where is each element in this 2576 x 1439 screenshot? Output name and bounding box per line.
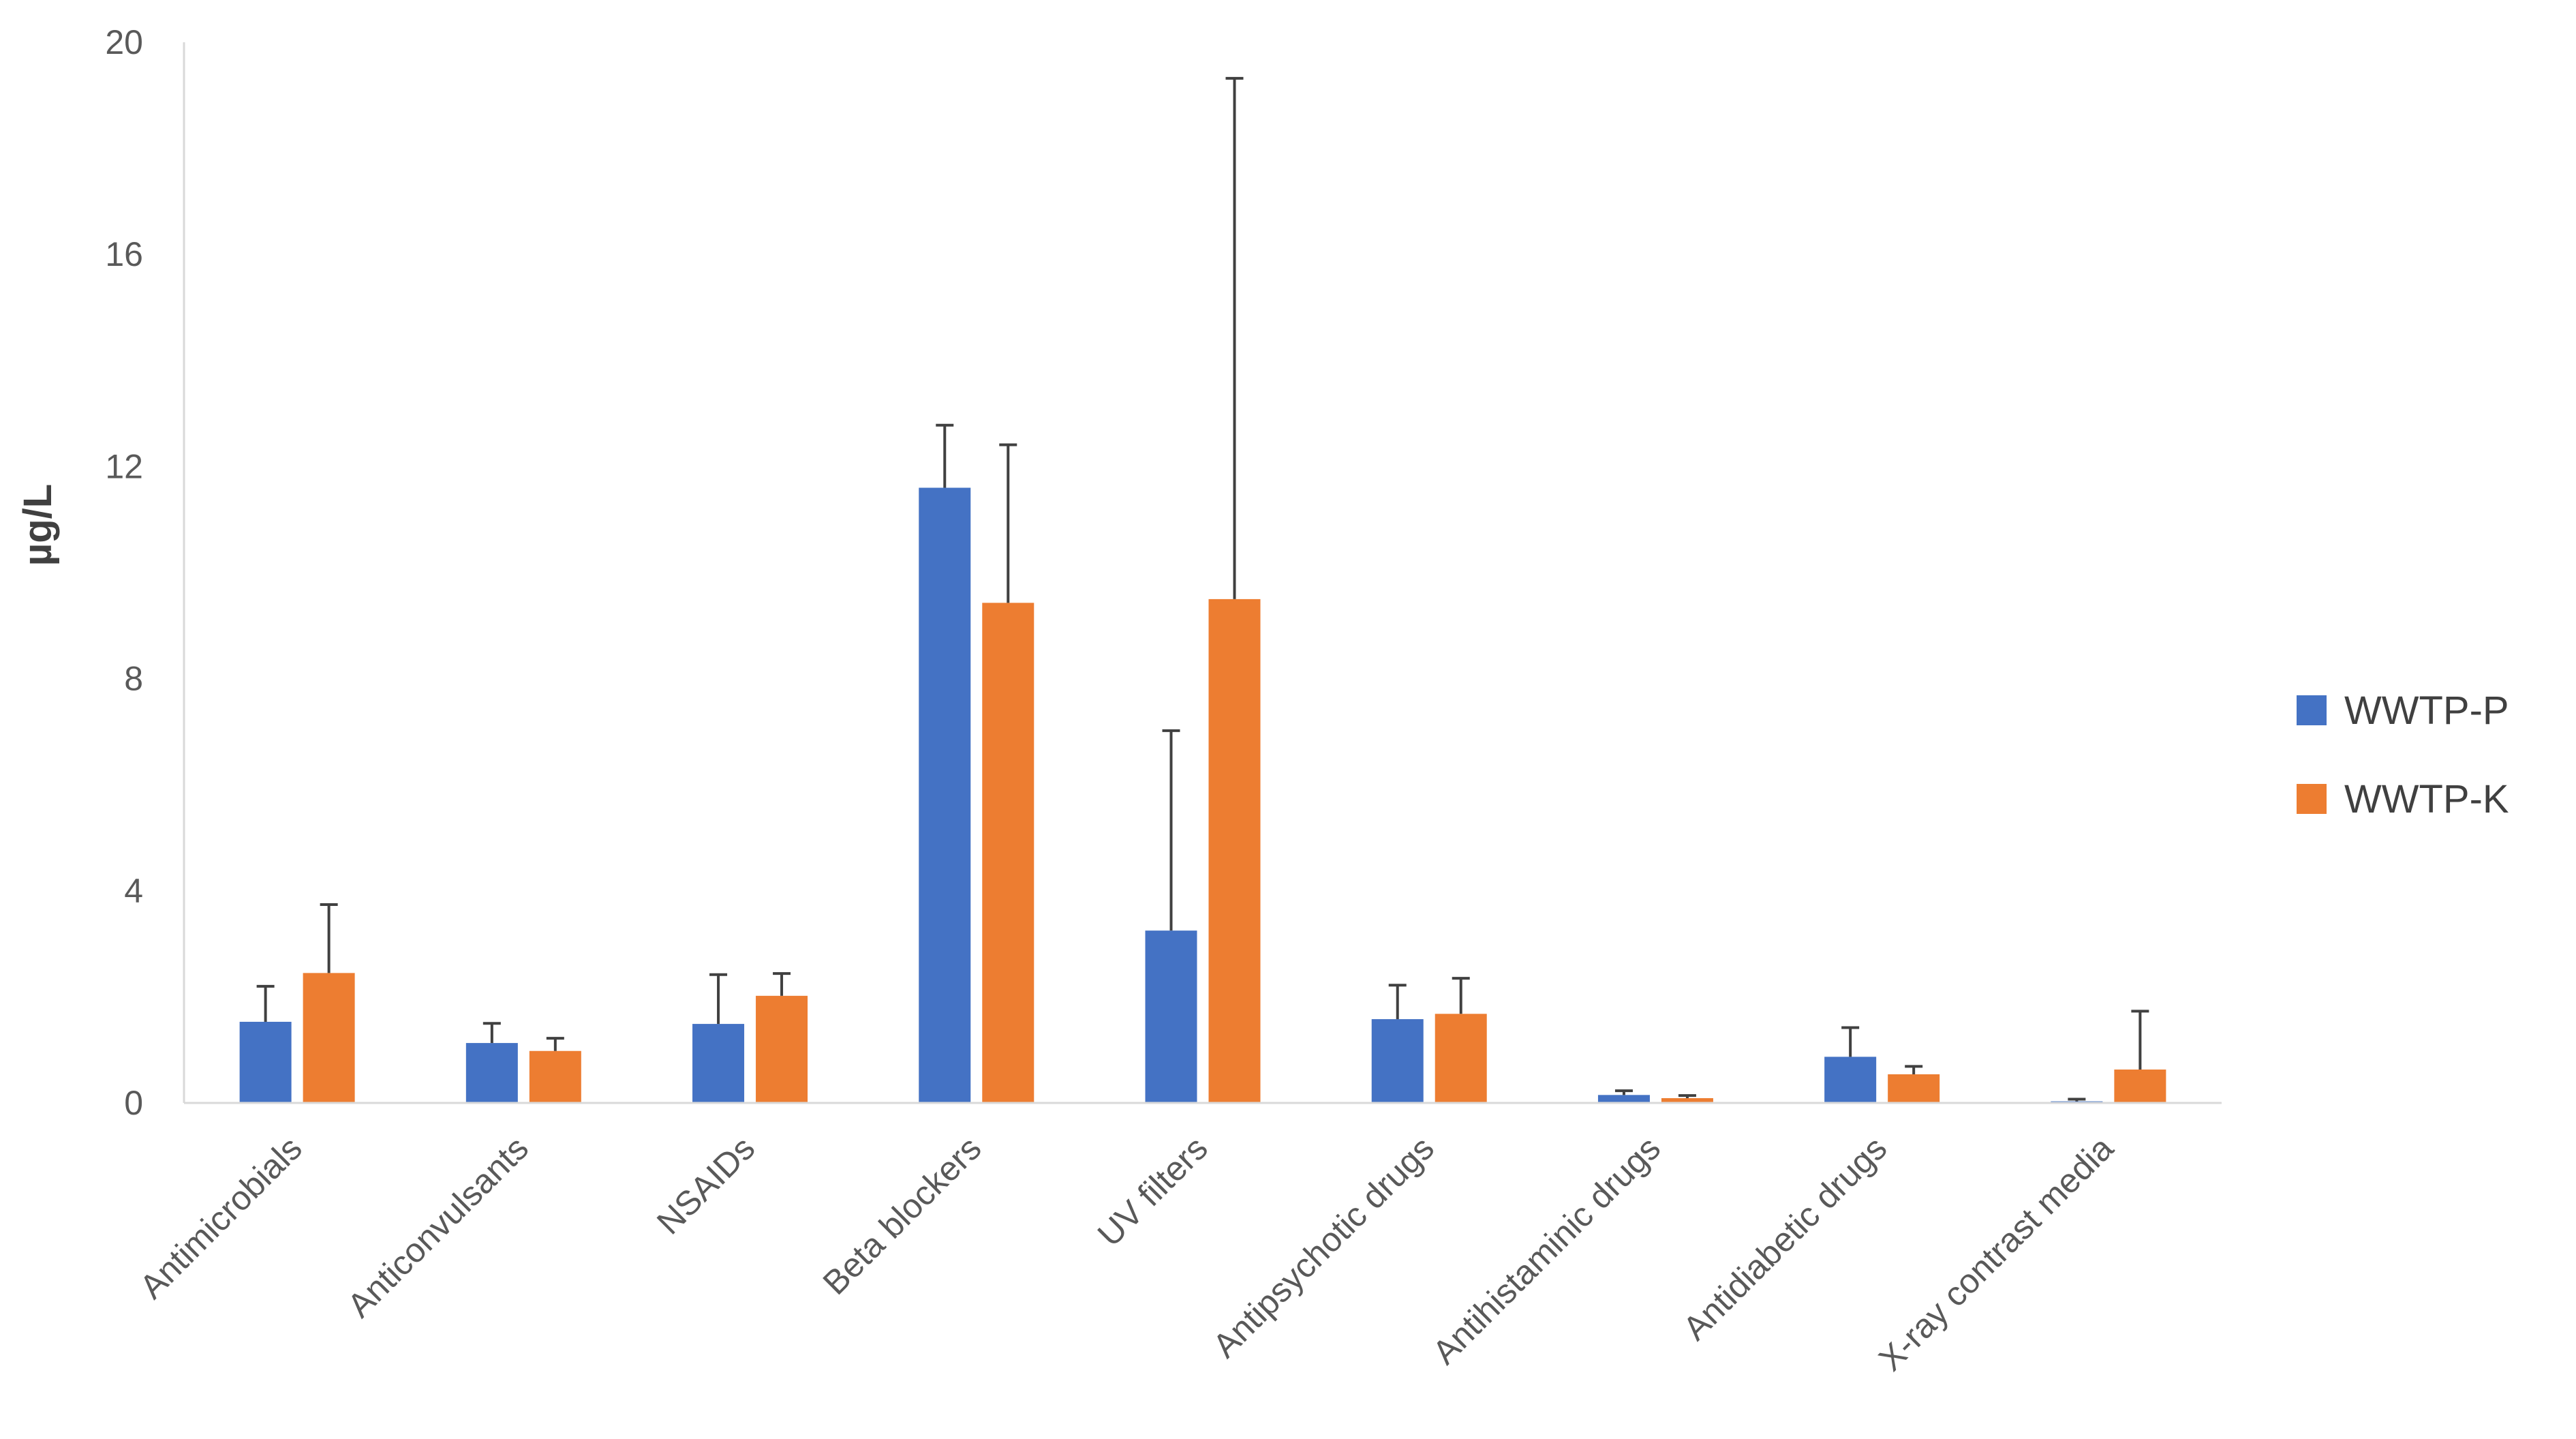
bar: [1661, 1097, 1713, 1103]
y-axis-title: µg/L: [16, 484, 60, 566]
legend-swatch: [2297, 695, 2327, 725]
bar: [919, 487, 971, 1103]
bar: [529, 1050, 581, 1103]
x-axis: Antimicrobials Anticonvulsants NSAIDs Beta …: [132, 1102, 2222, 1378]
y-tick-label: 0: [124, 1084, 143, 1122]
legend-label: WWTP-K: [2344, 777, 2509, 821]
bar: [2114, 1069, 2166, 1103]
legend-swatch: [2297, 784, 2327, 814]
bar: [1208, 599, 1261, 1103]
bar: [1888, 1074, 1940, 1103]
x-tick-label: Beta blockers: [816, 1129, 989, 1302]
bar: [982, 603, 1034, 1103]
bar: [1371, 1019, 1424, 1103]
legend: WWTP-P WWTP-K: [2297, 688, 2509, 821]
x-tick-label: Anticonvulsants: [340, 1129, 536, 1324]
error-bars: [256, 76, 2149, 1102]
x-tick-label: UV filters: [1090, 1129, 1215, 1254]
y-axis: 0 4 8 12 16 20: [105, 23, 185, 1122]
bar: [692, 1024, 745, 1103]
x-tick-label: Antimicrobials: [132, 1129, 309, 1306]
x-tick-label: NSAIDs: [649, 1129, 762, 1241]
bar: [303, 973, 355, 1103]
y-tick-label: 16: [105, 235, 143, 273]
bar: [1435, 1014, 1487, 1103]
x-tick-label: Antihistaminic drugs: [1425, 1129, 1668, 1372]
x-tick-label: Antipsychotic drugs: [1206, 1129, 1441, 1365]
x-tick-label: X-ray contrast media: [1871, 1129, 2121, 1378]
bar: [756, 995, 808, 1103]
legend-label: WWTP-P: [2344, 688, 2509, 733]
bars: [239, 487, 2166, 1103]
y-tick-label: 8: [124, 660, 143, 698]
y-tick-label: 4: [124, 872, 143, 910]
bar: [239, 1021, 292, 1103]
y-tick-label: 12: [105, 447, 143, 485]
x-tick-label: Antidiabetic drugs: [1676, 1129, 1895, 1348]
y-tick-label: 20: [105, 23, 143, 61]
bar: [1824, 1057, 1877, 1103]
bar: [465, 1043, 518, 1103]
bar: [1145, 930, 1197, 1103]
bar: [1597, 1095, 1650, 1103]
